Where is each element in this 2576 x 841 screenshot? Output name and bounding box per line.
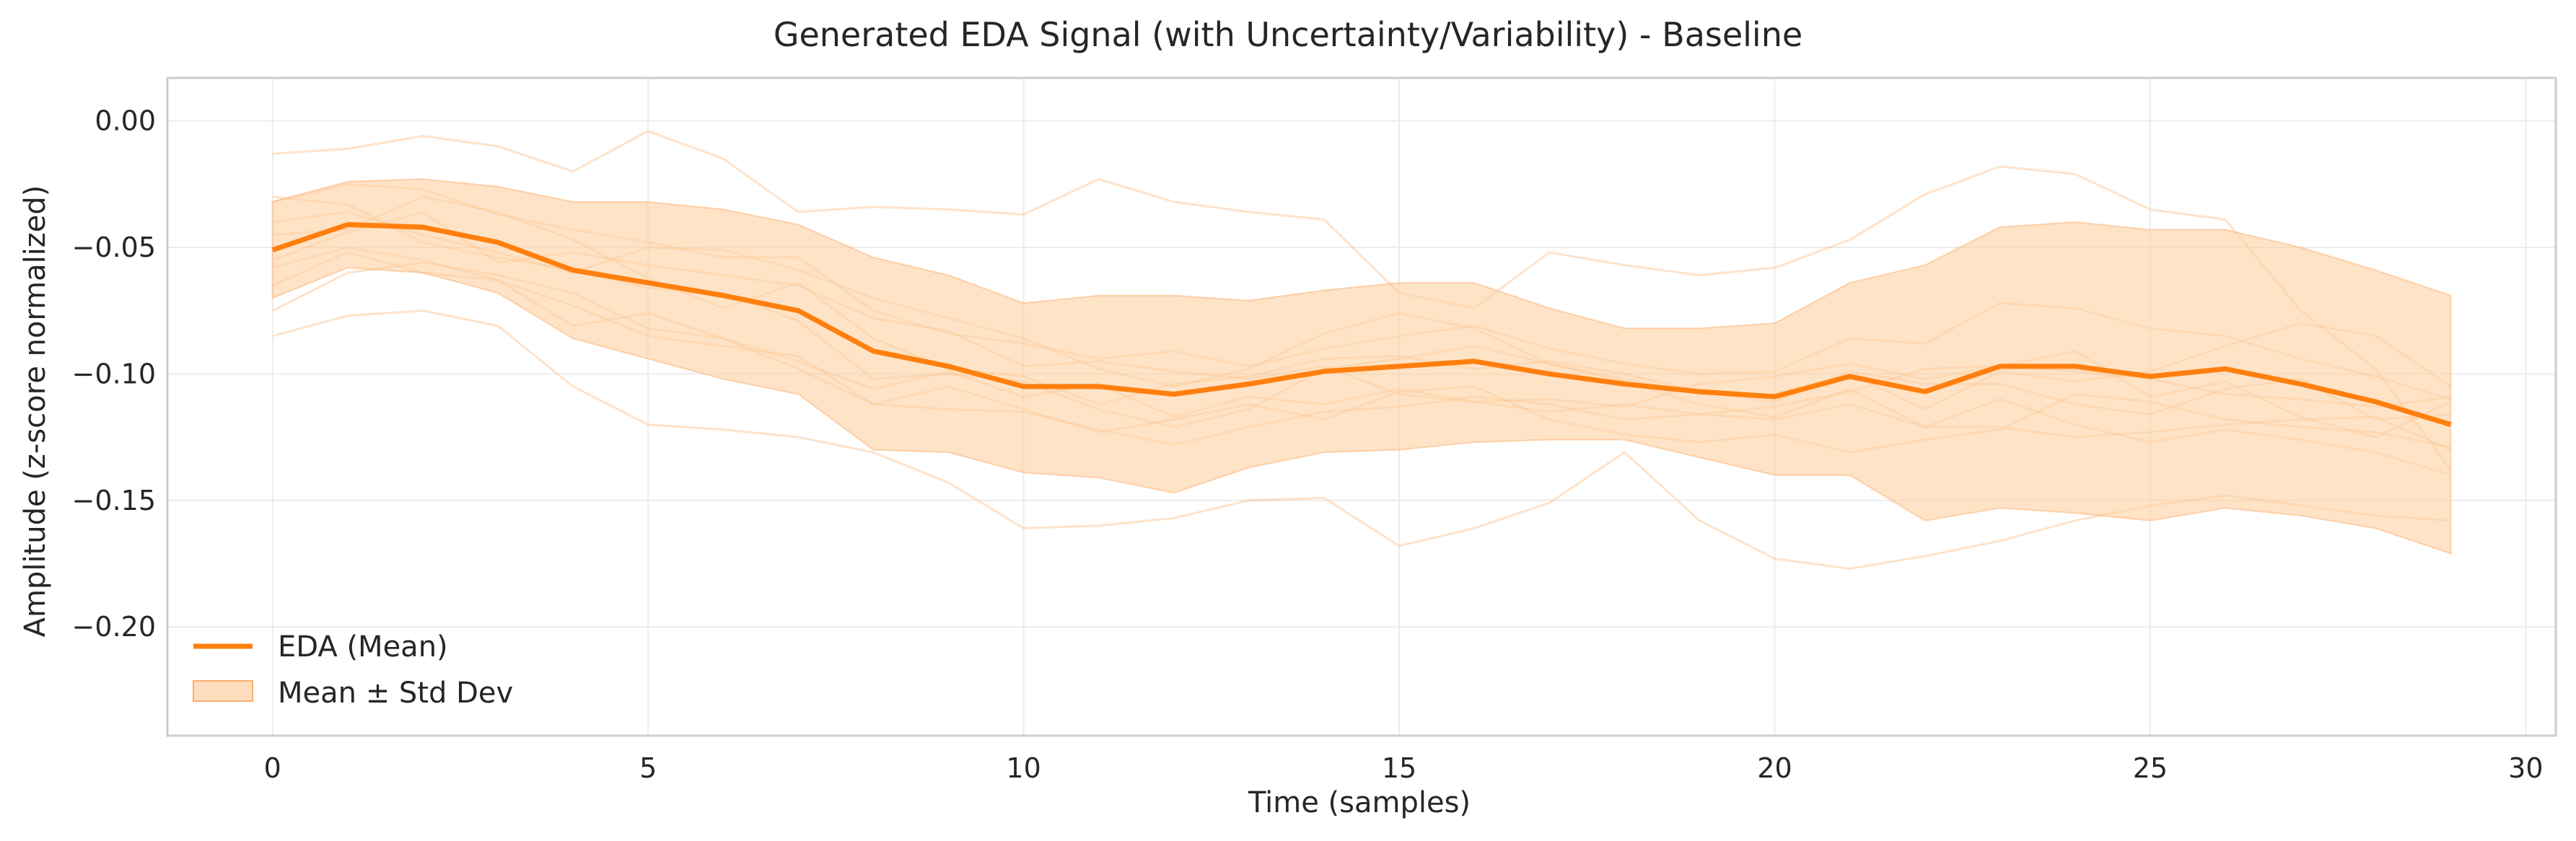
sample-trace-1 (272, 309, 2451, 571)
sample-trace-0 (272, 130, 2452, 471)
legend-band-swatch (193, 680, 253, 702)
std-band-area (271, 178, 2452, 555)
x-tick-label-2: 10 (1006, 752, 1041, 784)
y-tick-label-4: −0.20 (72, 611, 156, 643)
legend: EDA (Mean) Mean ± Std Dev (193, 630, 513, 710)
x-tick-label-3: 15 (1382, 752, 1416, 784)
y-tick-label-3: −0.15 (72, 485, 156, 516)
y-tick-label-2: −0.10 (72, 358, 156, 389)
x-tick-label-1: 5 (639, 752, 657, 784)
y-axis-ticks: 0.00 −0.05 −0.10 −0.15 −0.20 (72, 105, 156, 643)
std-band (271, 178, 2452, 555)
chart-title: Generated EDA Signal (with Uncertainty/V… (774, 15, 1802, 54)
y-tick-label-1: −0.05 (72, 232, 156, 263)
mean-line (271, 221, 2452, 427)
x-axis-ticks: 0 5 10 15 20 25 30 (264, 752, 2544, 784)
x-tick-label-4: 20 (1757, 752, 1792, 784)
legend-mean-label: EDA (Mean) (278, 630, 448, 664)
plot-frame (166, 76, 2557, 737)
y-tick-label-0: 0.00 (95, 105, 156, 137)
x-tick-label-5: 25 (2133, 752, 2168, 784)
y-axis-label: Amplitude (z-score normalized) (19, 185, 52, 638)
x-tick-label-6: 30 (2508, 752, 2543, 784)
legend-band-label: Mean ± Std Dev (278, 677, 513, 710)
x-axis-label: Time (samples) (1248, 786, 1471, 819)
x-tick-label-0: 0 (264, 752, 281, 784)
mean-series (271, 221, 2452, 427)
